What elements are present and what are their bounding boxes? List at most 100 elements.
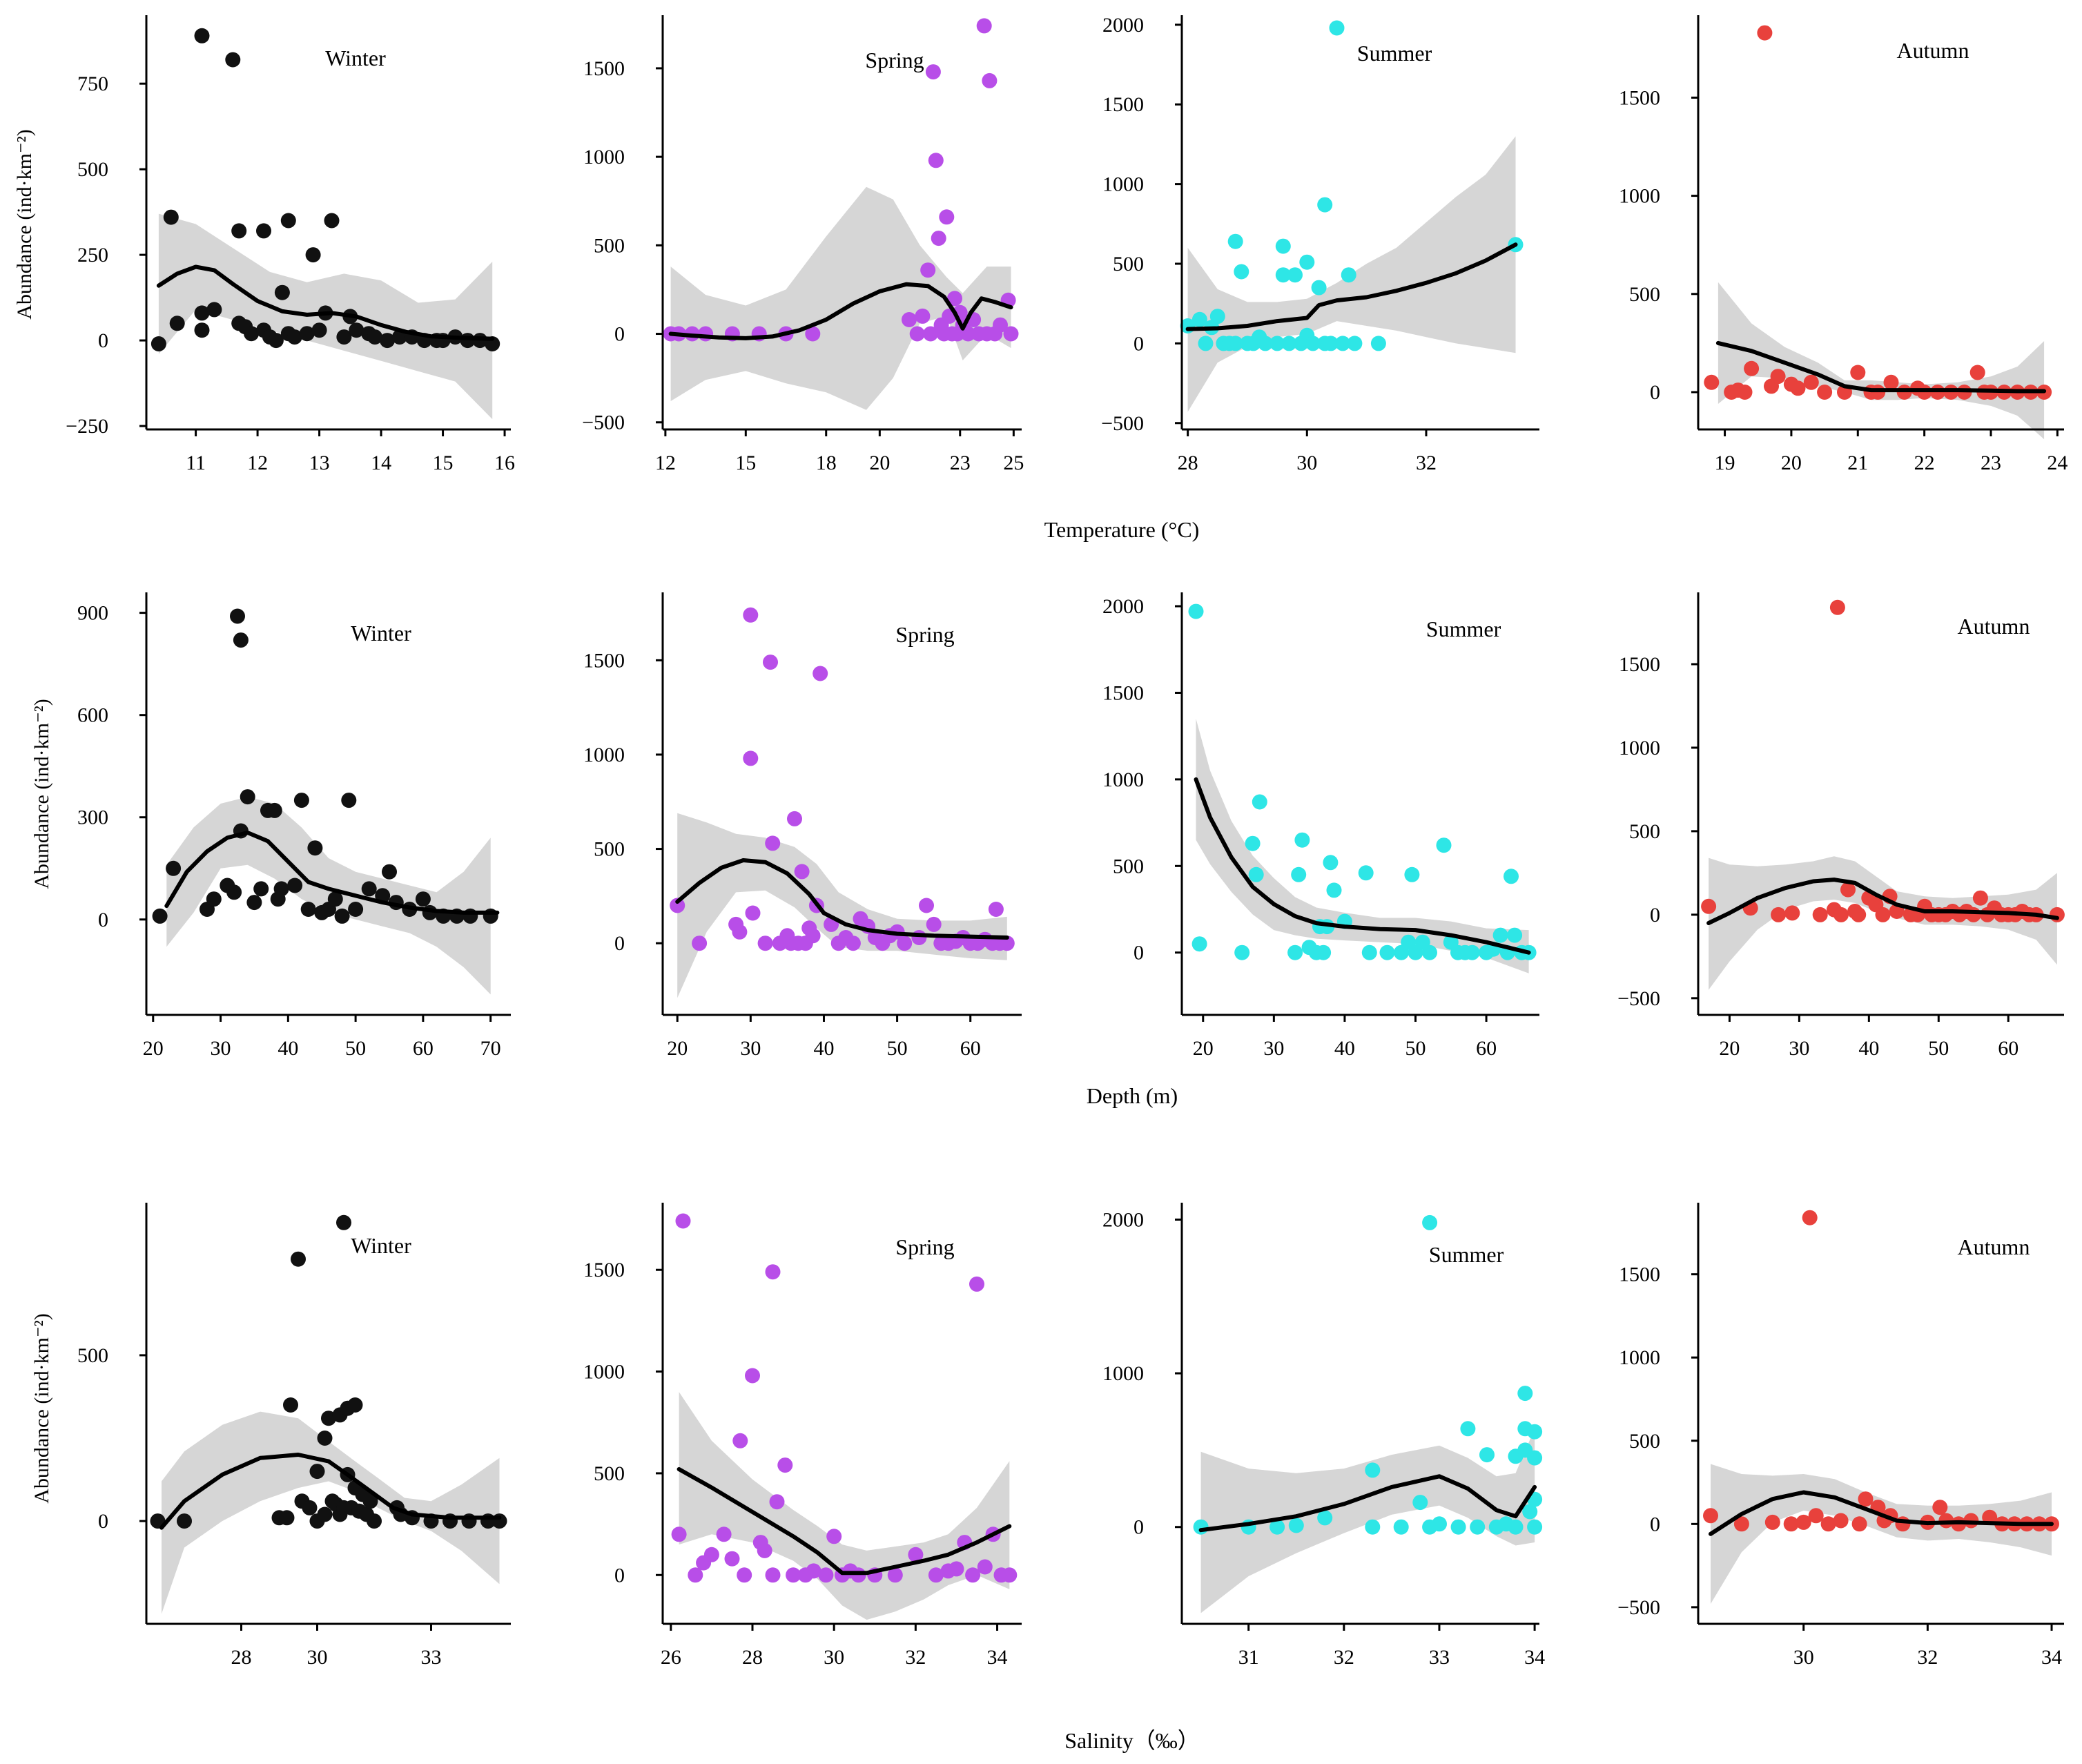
x-tick-label: 15 xyxy=(433,452,454,474)
data-point xyxy=(1972,890,1988,906)
panel-autumn-1: −500 0 500 1000 1500 20 30 40 50 60 Autumn xyxy=(1617,592,2065,1060)
data-point xyxy=(231,223,247,239)
data-point xyxy=(1234,264,1249,280)
data-point xyxy=(1703,1508,1718,1524)
data-point xyxy=(1858,1491,1874,1507)
data-point xyxy=(1450,1519,1466,1535)
smooth-curve xyxy=(1709,1490,2054,1536)
x-tick-label: 50 xyxy=(345,1037,366,1060)
data-point xyxy=(163,209,179,225)
confidence-band xyxy=(1200,1428,1535,1613)
data-point xyxy=(382,864,397,880)
data-point xyxy=(1460,1421,1476,1437)
x-tick-label: 28 xyxy=(231,1646,252,1669)
y-tick-label: 500 xyxy=(1629,1430,1660,1453)
depth-axis-label: Depth (m) xyxy=(1087,1083,1178,1108)
data-point xyxy=(1771,907,1787,922)
data-point xyxy=(287,878,303,893)
data-point xyxy=(1209,309,1225,324)
data-point xyxy=(225,52,241,68)
data-point xyxy=(716,1526,732,1542)
data-point xyxy=(1412,1495,1428,1511)
data-point xyxy=(177,1513,192,1529)
data-point xyxy=(1527,1450,1543,1466)
data-point xyxy=(698,326,714,342)
data-point xyxy=(1508,1519,1524,1535)
y-tick-label: 500 xyxy=(594,234,625,257)
data-point xyxy=(274,284,290,300)
x-tick-label: 31 xyxy=(1238,1646,1259,1669)
y-axis-label: Abundance (ind·km⁻²) xyxy=(30,699,53,889)
season-label: Spring xyxy=(895,622,954,647)
confidence-band xyxy=(1711,1464,2052,1605)
panel-summer-1: 0 500 1000 1500 2000 20 30 40 50 60 Summer xyxy=(1102,592,1539,1060)
season-label: Autumn xyxy=(1958,1234,2030,1259)
data-point xyxy=(1883,374,1899,390)
y-tick-label: 0 xyxy=(1134,942,1144,965)
y-tick-label: 0 xyxy=(614,1564,625,1587)
confidence-band xyxy=(1709,856,2057,990)
y-tick-label: 500 xyxy=(77,158,108,181)
data-point xyxy=(206,891,222,907)
data-point xyxy=(1840,882,1856,898)
data-point xyxy=(226,884,242,900)
data-point xyxy=(1311,280,1327,295)
smooth-curve xyxy=(159,1453,502,1530)
data-point xyxy=(745,905,761,921)
data-point xyxy=(1932,1500,1948,1515)
y-tick-label: 1000 xyxy=(1102,1362,1144,1385)
data-point xyxy=(805,928,821,944)
data-point xyxy=(1464,944,1480,960)
data-point xyxy=(1317,197,1333,213)
data-point xyxy=(194,28,210,43)
data-point xyxy=(1432,1516,1447,1532)
data-point xyxy=(988,902,1004,917)
data-point xyxy=(1875,907,1891,922)
data-point xyxy=(1365,1519,1381,1535)
x-tick-label: 20 xyxy=(1781,452,1802,474)
season-label: Spring xyxy=(865,48,924,72)
data-point xyxy=(321,1411,336,1426)
y-tick-label: 1500 xyxy=(583,1259,625,1281)
data-point xyxy=(813,666,828,681)
data-point xyxy=(1227,336,1243,351)
data-point xyxy=(324,213,340,229)
panel-spring-0: −500 0 500 1000 1500 12 15 18 20 23 25 Spring xyxy=(582,15,1024,474)
y-tick-label: 0 xyxy=(98,909,108,931)
y-tick-label: 250 xyxy=(77,244,108,266)
data-point xyxy=(1704,374,1720,390)
data-point xyxy=(1422,1214,1438,1230)
x-tick-label: 16 xyxy=(494,452,515,474)
x-tick-label: 20 xyxy=(1193,1037,1214,1060)
x-tick-label: 34 xyxy=(987,1646,1008,1669)
data-point xyxy=(777,1457,793,1473)
data-point xyxy=(765,1567,781,1583)
data-point xyxy=(1817,385,1833,400)
data-point xyxy=(1504,869,1519,884)
data-point xyxy=(233,632,249,648)
data-point xyxy=(692,936,708,951)
y-tick-label: 1500 xyxy=(1619,653,1660,676)
y-tick-label: 1000 xyxy=(583,1361,625,1384)
data-point xyxy=(415,891,431,907)
data-point xyxy=(286,329,302,345)
data-point xyxy=(1829,599,1845,615)
data-point xyxy=(305,247,321,263)
data-point xyxy=(948,1561,964,1577)
data-point xyxy=(291,1251,306,1267)
data-point xyxy=(908,1547,924,1562)
x-tick-label: 24 xyxy=(2047,452,2068,474)
y-tick-label: 500 xyxy=(594,838,625,861)
data-point xyxy=(246,895,262,911)
data-point xyxy=(1479,1447,1495,1463)
data-point xyxy=(1764,1514,1780,1530)
season-label: Autumn xyxy=(1897,38,1969,63)
panel-winter-2: 0 500 28 30 33 Winter Abundance (ind·km⁻²) xyxy=(30,1203,511,1669)
data-point xyxy=(1269,336,1285,351)
data-point xyxy=(928,153,944,168)
x-tick-label: 30 xyxy=(1263,1037,1284,1060)
data-point xyxy=(1341,267,1356,283)
data-point xyxy=(757,936,773,951)
data-point xyxy=(169,316,185,331)
